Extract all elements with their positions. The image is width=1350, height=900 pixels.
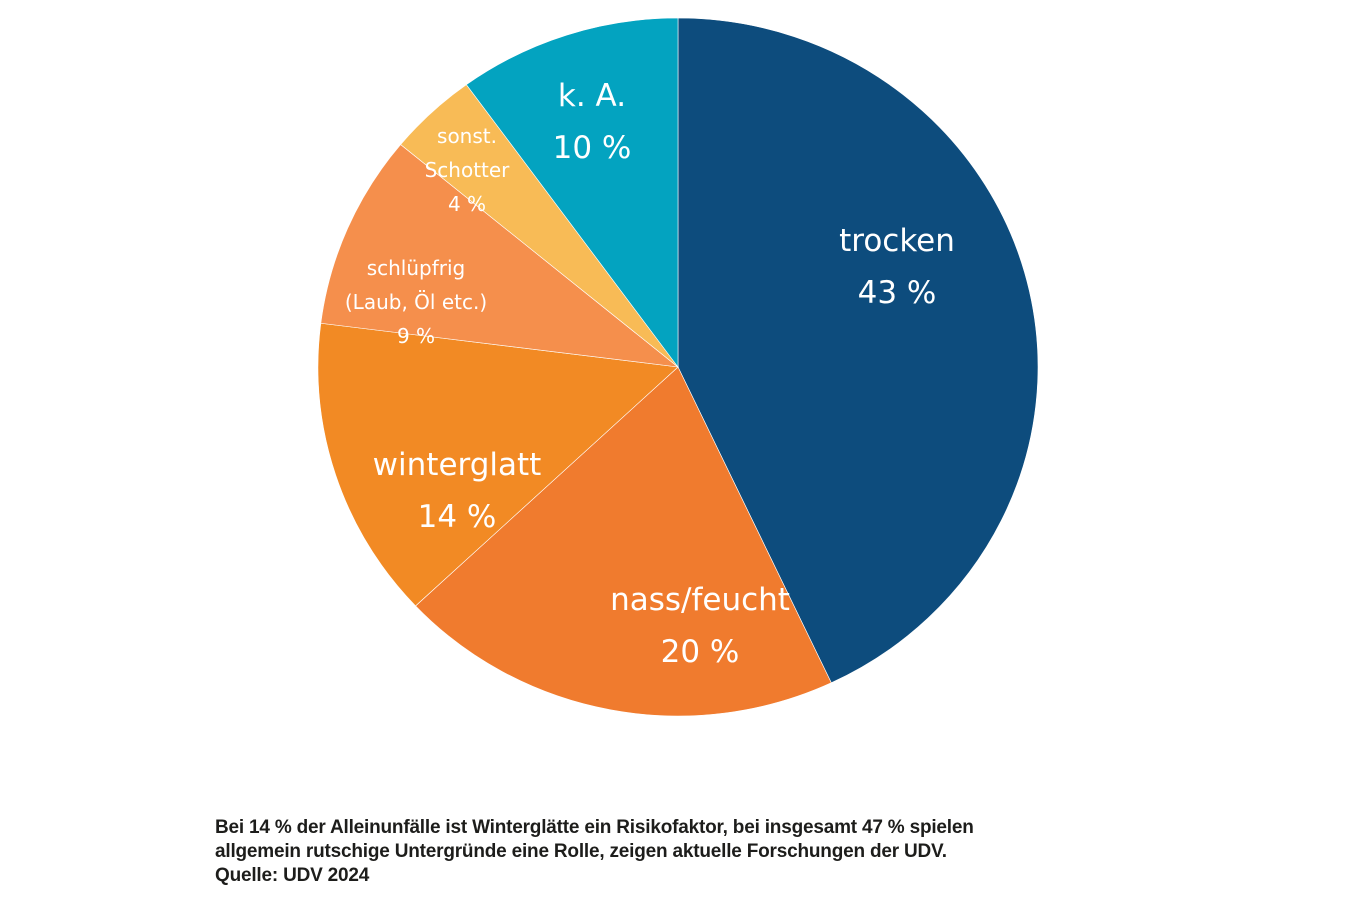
pie-slice-winterglatt xyxy=(317,322,679,607)
slice-name: schlüpfrig xyxy=(366,256,466,280)
slice-label-k-a: k. A. 10 % xyxy=(553,70,632,174)
slice-name: trocken xyxy=(839,223,955,259)
slice-name: sonst. xyxy=(437,124,497,148)
caption: Bei 14 % der Alleinunfälle ist Winterglä… xyxy=(215,816,974,888)
caption-line: Bei 14 % der Alleinunfälle ist Winterglä… xyxy=(215,817,974,838)
slice-subname: Schotter xyxy=(424,158,510,182)
pie-slice-trocken xyxy=(677,17,1039,684)
slice-value: 14 % xyxy=(417,499,497,535)
slice-value: 4 % xyxy=(447,192,487,216)
slice-label-schluepfrig: schlüpfrig (Laub, Öl etc.) 9 % xyxy=(345,251,487,353)
source-note: Quelle: UDV 2024 xyxy=(215,865,370,886)
slice-value: 43 % xyxy=(857,275,937,311)
pie-slice-nass-feucht xyxy=(415,366,832,717)
slice-subname: (Laub, Öl etc.) xyxy=(344,290,488,314)
pie-slice-schlüpfrig xyxy=(320,144,680,368)
slice-value: 9 % xyxy=(396,324,436,348)
slice-name: k. A. xyxy=(557,78,627,114)
slice-label-winterglatt: winterglatt 14 % xyxy=(373,439,542,543)
slice-name: winterglatt xyxy=(372,447,542,483)
slice-value: 10 % xyxy=(552,130,632,166)
pie-slice-k-a xyxy=(465,17,679,368)
slice-label-trocken: trocken 43 % xyxy=(839,215,955,319)
caption-line: allgemein rutschige Untergründe eine Rol… xyxy=(215,841,947,862)
slice-value: 20 % xyxy=(660,634,740,670)
slice-name: nass/feucht xyxy=(610,582,790,618)
slice-label-nass-feucht: nass/feucht 20 % xyxy=(610,574,790,678)
slice-label-sonst-schotter: sonst. Schotter 4 % xyxy=(425,119,510,221)
